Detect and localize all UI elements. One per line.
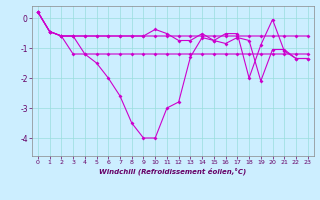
X-axis label: Windchill (Refroidissement éolien,°C): Windchill (Refroidissement éolien,°C)	[99, 168, 246, 175]
